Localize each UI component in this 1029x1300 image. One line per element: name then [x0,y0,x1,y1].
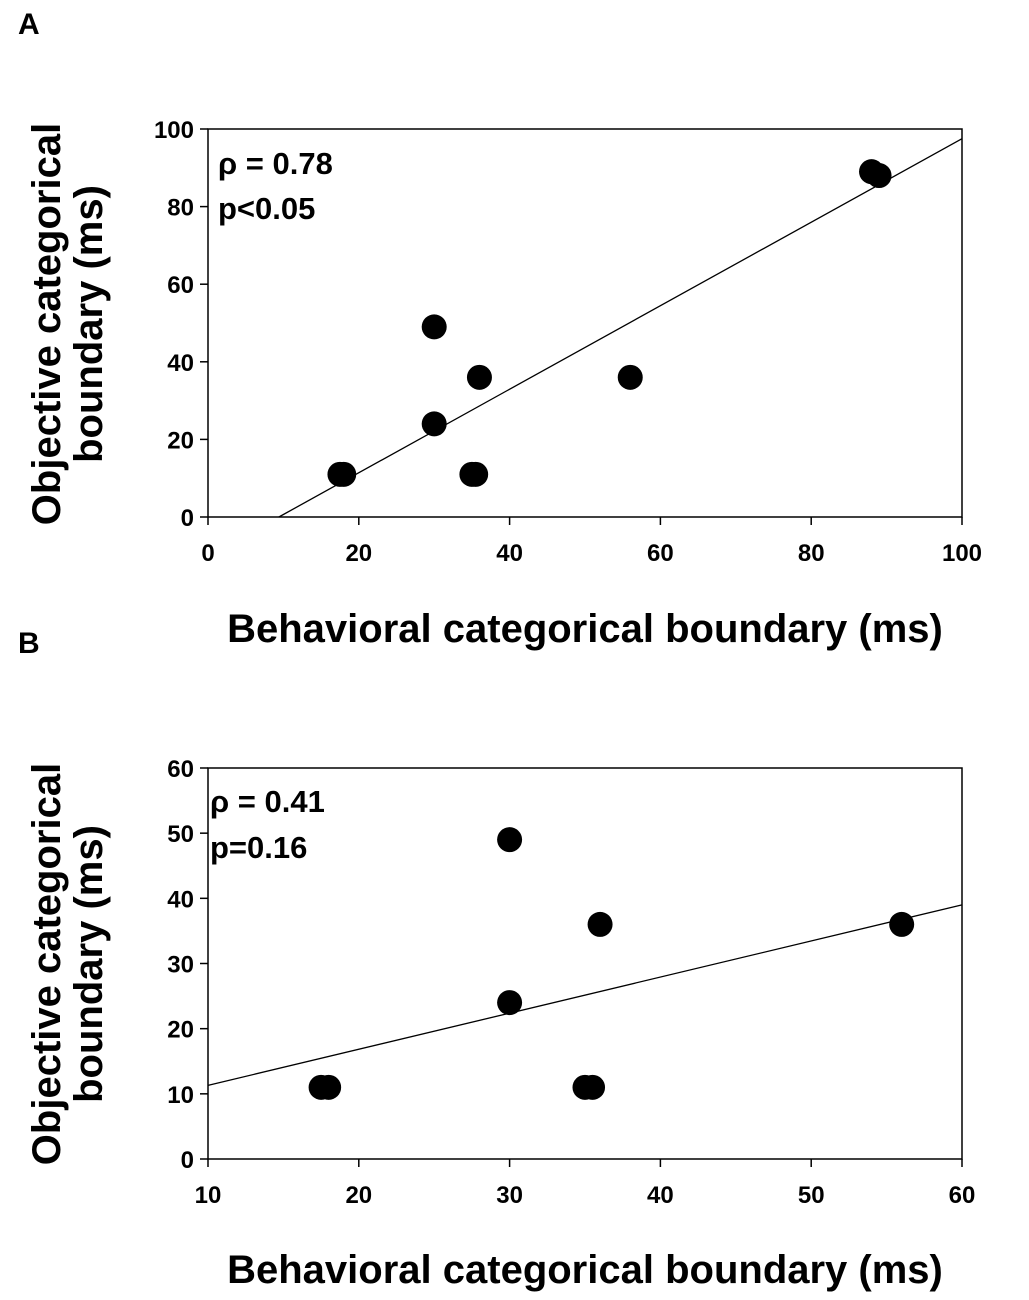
y-tick-label: 80 [167,195,194,222]
panel-b: B Objective categorical boundary (ms) Be… [18,627,975,1292]
correlation-annotation: ρ = 0.41 [210,784,325,819]
x-tick-label: 10 [195,1182,222,1209]
y-axis-title-line2: boundary (ms) [67,825,111,1103]
data-point [463,461,489,487]
data-point [316,1074,342,1100]
y-tick-label: 60 [167,272,194,299]
correlation-annotation: ρ = 0.78 [218,146,333,181]
panel-a: A Objective categorical boundary (ms) Be… [18,8,982,651]
x-tick-label: 40 [496,540,523,567]
y-tick-label: 10 [167,1082,194,1109]
y-tick-label: 40 [167,886,194,913]
p-value-annotation: p=0.16 [210,830,307,865]
y-tick-label: 0 [181,505,194,532]
y-tick-label: 20 [167,427,194,454]
y-tick-label: 0 [181,1147,194,1174]
x-tick-label: 30 [496,1182,523,1209]
data-point [331,461,357,487]
regression-line [207,904,963,1086]
y-tick-label: 50 [167,821,194,848]
y-axis-title-line1: Objective categorical [25,123,69,525]
y-tick-label: 20 [167,1017,194,1044]
x-tick-label: 60 [949,1182,976,1209]
data-point [466,364,492,390]
panel-label: A [18,8,40,41]
y-tick-label: 30 [167,952,194,979]
panel-label: B [18,627,40,660]
x-tick-label: 20 [345,540,372,567]
data-point [497,827,523,853]
x-tick-label: 80 [798,540,825,567]
plot-frame [207,767,963,1160]
data-point [580,1074,606,1100]
x-tick-label: 0 [201,540,214,567]
plot-frame [207,128,963,518]
data-point [617,364,643,390]
p-value-annotation: p<0.05 [218,191,315,226]
x-tick-label: 20 [345,1182,372,1209]
data-point [421,411,447,437]
y-tick-label: 60 [167,756,194,783]
regression-line [278,138,963,518]
y-axis-title-line1: Objective categorical [25,763,69,1165]
x-tick-label: 50 [798,1182,825,1209]
data-point [421,314,447,340]
data-point [866,163,892,189]
x-tick-label: 40 [647,1182,674,1209]
y-tick-label: 100 [154,117,194,144]
x-tick-label: 100 [942,540,982,567]
x-axis-title: Behavioral categorical boundary (ms) [227,607,943,651]
data-point [497,990,523,1016]
x-axis-title: Behavioral categorical boundary (ms) [227,1248,943,1292]
data-point [889,911,915,937]
y-tick-label: 40 [167,350,194,377]
data-point [587,911,613,937]
y-axis-title-line2: boundary (ms) [67,185,111,463]
x-tick-label: 60 [647,540,674,567]
